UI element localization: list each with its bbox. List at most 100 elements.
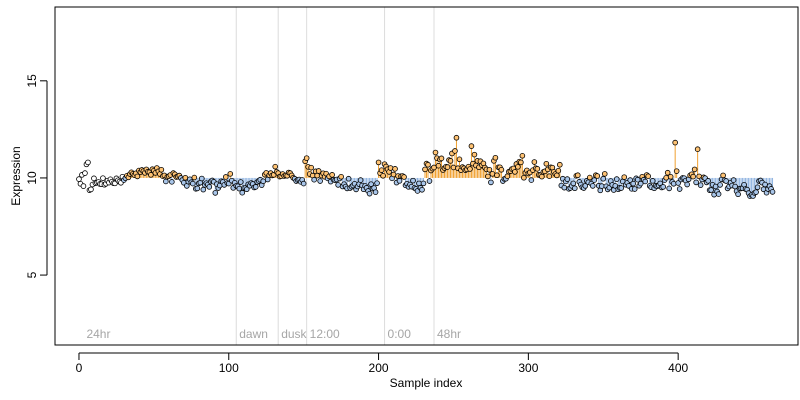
- point-210: [390, 171, 397, 178]
- point-319: [554, 172, 560, 179]
- point-437: [730, 177, 737, 183]
- point-229: [419, 186, 425, 193]
- point-8: [88, 186, 94, 193]
- point-0: [76, 176, 82, 182]
- y-tick-label-1: 10: [25, 171, 39, 185]
- point-274: [486, 166, 493, 173]
- point-48: [148, 172, 154, 178]
- point-291: [512, 169, 518, 175]
- point-208: [387, 165, 394, 171]
- point-240: [435, 162, 442, 169]
- point-375: [637, 180, 644, 187]
- point-150: [300, 180, 307, 187]
- point-233: [425, 161, 431, 168]
- point-314: [546, 173, 553, 179]
- annotation-label-3: 12:00: [310, 327, 340, 341]
- point-223: [410, 177, 416, 184]
- point-438: [732, 183, 738, 190]
- data-points: [76, 134, 776, 200]
- point-275: [488, 179, 494, 186]
- point-304: [531, 159, 538, 165]
- y-axis-title: Expression: [9, 146, 23, 205]
- point-326: [564, 176, 571, 182]
- point-82: [199, 175, 205, 182]
- point-16: [100, 175, 106, 181]
- point-62: [169, 179, 175, 185]
- point-131: [272, 163, 279, 170]
- point-330: [570, 180, 577, 187]
- point-362: [618, 185, 625, 191]
- point-296: [519, 152, 526, 159]
- point-39: [134, 173, 141, 180]
- point-397: [670, 180, 677, 187]
- point-373: [634, 176, 641, 183]
- point-173: [335, 182, 341, 188]
- point-157: [311, 176, 317, 183]
- point-364: [621, 174, 628, 180]
- point-87: [206, 184, 213, 190]
- x-tick-label-2: 200: [369, 361, 389, 375]
- x-tick-label-3: 300: [518, 361, 538, 375]
- point-390: [660, 184, 666, 190]
- point-458: [762, 181, 768, 188]
- point-160: [315, 168, 322, 174]
- point-320: [555, 167, 562, 174]
- point-251: [452, 148, 458, 154]
- point-238: [432, 149, 439, 156]
- point-250: [450, 164, 457, 171]
- point-295: [518, 159, 524, 166]
- point-428: [717, 182, 723, 188]
- point-406: [684, 181, 690, 188]
- point-430: [720, 172, 726, 179]
- point-453: [754, 184, 761, 191]
- point-108: [237, 179, 244, 185]
- point-412: [693, 179, 699, 186]
- x-axis-title: Sample index: [390, 376, 463, 390]
- point-198: [372, 189, 379, 195]
- point-200: [375, 159, 382, 166]
- point-123: [260, 178, 267, 185]
- point-432: [723, 178, 729, 184]
- point-6: [85, 159, 91, 166]
- point-10: [91, 175, 97, 182]
- point-333: [574, 172, 581, 179]
- point-278: [492, 154, 499, 161]
- point-463: [769, 189, 776, 195]
- point-231: [422, 166, 428, 173]
- point-169: [329, 172, 335, 178]
- point-350: [600, 175, 607, 182]
- point-392: [663, 174, 669, 181]
- point-346: [594, 173, 601, 179]
- point-83: [200, 186, 207, 193]
- plot-frame: [54, 6, 799, 346]
- y-tick-label-0: 5: [25, 271, 39, 278]
- point-211: [392, 166, 398, 172]
- point-161: [317, 178, 323, 184]
- point-242: [438, 155, 445, 162]
- point-413: [694, 146, 701, 152]
- point-118: [252, 184, 259, 190]
- point-371: [631, 186, 638, 192]
- point-203: [380, 173, 386, 179]
- annotation-labels: 24hr dawn dusk 12:00 0:00 48hr: [86, 327, 461, 341]
- point-351: [601, 171, 608, 177]
- point-91: [212, 190, 219, 196]
- point-368: [627, 177, 634, 183]
- point-393: [664, 169, 671, 176]
- point-109: [239, 189, 246, 196]
- point-248: [447, 158, 454, 164]
- point-309: [539, 173, 545, 180]
- point-76: [190, 180, 196, 187]
- y-tick-label-2: 15: [25, 74, 39, 88]
- point-230: [420, 180, 427, 187]
- point-98: [222, 174, 229, 180]
- point-440: [735, 191, 741, 198]
- point-159: [314, 172, 320, 179]
- point-55: [158, 166, 165, 173]
- point-420: [705, 178, 711, 184]
- point-401: [676, 186, 683, 192]
- point-175: [338, 173, 344, 180]
- point-338: [582, 183, 589, 189]
- point-425: [712, 183, 719, 190]
